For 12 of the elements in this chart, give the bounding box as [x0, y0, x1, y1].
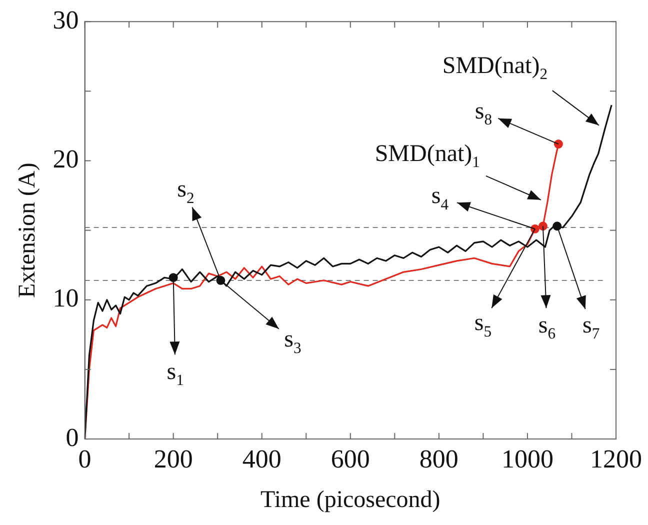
y-axis-title: Extension (A) [14, 162, 41, 298]
x-tick-label: 200 [154, 444, 193, 474]
x-tick-label: 400 [242, 444, 282, 474]
x-tick-label: 800 [419, 444, 458, 474]
y-tick-label: 20 [52, 144, 79, 174]
x-tick-label: 1000 [501, 444, 554, 474]
y-tick-label: 0 [66, 422, 79, 452]
x-axis-title: Time (picosecond) [260, 486, 440, 513]
x-tick-label: 600 [330, 444, 370, 474]
y-tick-label: 30 [52, 5, 79, 34]
x-tick-label: 1200 [590, 444, 642, 474]
y-tick-label: 10 [52, 284, 79, 313]
